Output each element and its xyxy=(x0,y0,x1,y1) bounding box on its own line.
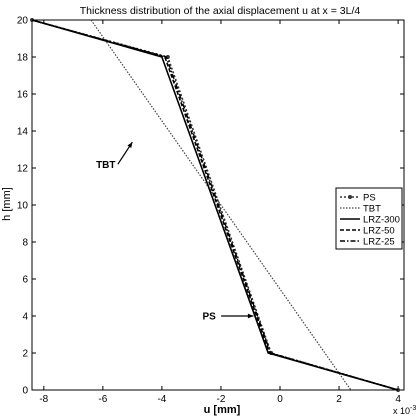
chart-title: Thickness distribution of the axial disp… xyxy=(80,5,361,17)
x-axis-label: u [mm] xyxy=(204,404,241,416)
y-tick-label: 18 xyxy=(17,53,29,64)
annotation-label: PS xyxy=(202,312,216,323)
y-tick-label: 20 xyxy=(17,16,29,27)
series-line-tbt xyxy=(90,19,352,391)
legend-label: LRZ-300 xyxy=(363,214,400,225)
x-tick-label: -8 xyxy=(39,394,48,405)
y-tick-label: 6 xyxy=(22,275,28,286)
x-tick-label: 4 xyxy=(395,394,401,405)
axis-ticks: -8 -6 -4 -2 0 2 4 0 2 4 6 8 10 12 14 16 18 20 xyxy=(17,16,404,405)
y-tick-label: 12 xyxy=(17,164,29,175)
y-tick-label: 10 xyxy=(17,201,29,212)
y-tick-label: 2 xyxy=(22,349,28,360)
annotation-label: TBT xyxy=(96,160,115,171)
legend-label: LRZ-25 xyxy=(363,236,395,247)
legend-marker-ps xyxy=(348,195,352,199)
y-axis-label: h [mm] xyxy=(1,187,13,221)
series-layer xyxy=(30,18,401,392)
x-exponent-power: -3 xyxy=(410,405,416,412)
y-tick-label: 4 xyxy=(22,312,28,323)
annotations: TBT PS xyxy=(96,141,254,323)
y-tick-label: 8 xyxy=(22,238,28,249)
x-exponent-base: x 10 xyxy=(393,406,410,416)
legend-label: PS xyxy=(363,192,376,203)
annotation-arrowhead xyxy=(127,142,133,149)
x-tick-label: 2 xyxy=(336,394,342,405)
y-tick-label: 16 xyxy=(17,90,29,101)
x-exponent-label: x 10-3 xyxy=(393,405,416,416)
x-tick-label: 0 xyxy=(277,394,283,405)
x-tick-label: -2 xyxy=(216,394,225,405)
annotation-arrowhead xyxy=(247,313,254,319)
x-tick-label: -4 xyxy=(157,394,166,405)
y-tick-label: 0 xyxy=(22,386,28,397)
legend-label: TBT xyxy=(363,203,381,214)
legend-label: LRZ-50 xyxy=(363,225,395,236)
y-tick-label: 14 xyxy=(17,127,29,138)
x-tick-label: -6 xyxy=(98,394,107,405)
series-line-lrz-25 xyxy=(31,19,399,391)
